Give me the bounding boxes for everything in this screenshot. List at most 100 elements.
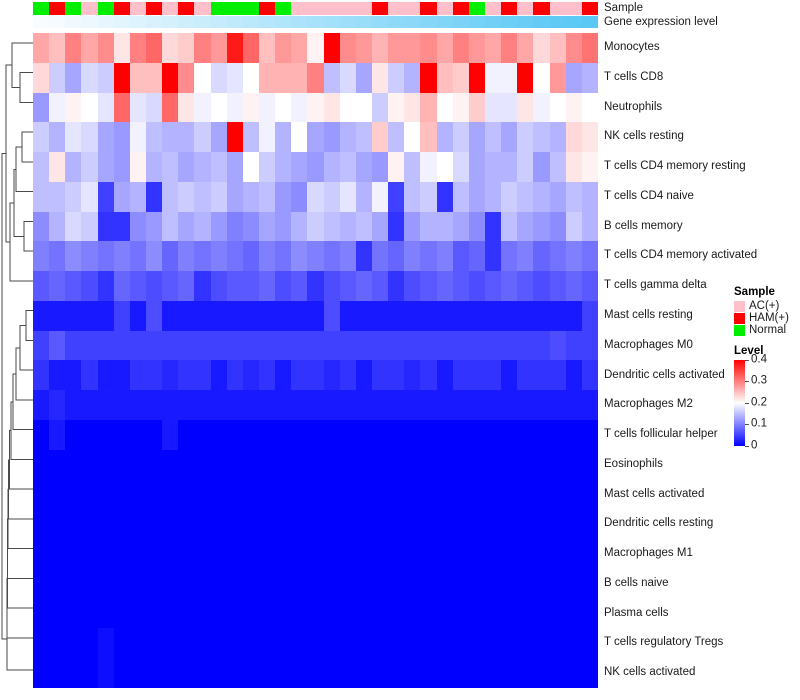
heatmap-cell [452,92,469,123]
heatmap-cell [533,181,550,212]
heatmap-cell [291,479,308,510]
sample-annotation-cell [371,2,389,15]
heatmap-cell [388,419,405,450]
heatmap-cell [275,271,292,301]
gene-expression-annotation-cell [113,16,130,28]
heatmap-cell [517,419,534,450]
heatmap-cell [162,449,179,480]
heatmap-cell [533,62,550,93]
row-label: T cells gamma delta [604,279,707,292]
heatmap-cell [242,211,259,242]
gene-expression-annotation-cell [339,16,356,28]
heatmap-cell [129,628,146,659]
heatmap-cell [81,300,98,331]
gene-expression-annotation-cell [291,16,308,28]
heatmap-cell [533,360,550,391]
heatmap-cell [323,92,340,123]
heatmap-cell [242,509,259,540]
heatmap-cell [65,152,82,182]
heatmap-cell [533,211,550,242]
heatmap-cell [581,509,598,540]
heatmap-cell [49,419,66,450]
heatmap-cell [339,152,356,182]
heatmap-cell [194,449,211,480]
heatmap-cell [307,419,324,450]
heatmap-cell [484,360,502,391]
heatmap-cell [33,62,50,93]
heatmap-cell [517,33,534,63]
heatmap-cell [549,271,566,301]
heatmap-cell [258,658,276,688]
heatmap-cell [65,449,82,480]
heatmap-cell [484,658,502,688]
heatmap-cell [323,598,340,629]
heatmap-row [33,211,598,242]
heatmap-cell [323,330,340,361]
heatmap-cell [242,271,259,301]
heatmap-cell [452,628,469,659]
heatmap-cell [226,449,243,480]
heatmap-cell [97,241,114,272]
heatmap-cell [533,152,550,182]
heatmap-cell [81,62,98,93]
heatmap-cell [275,330,292,361]
heatmap-cell [210,598,227,629]
heatmap-cell [210,271,227,301]
heatmap-cell [436,390,453,420]
gene-expression-annotation-cell [145,16,163,28]
heatmap-cell [339,62,356,93]
row-label: Plasma cells [604,606,669,619]
heatmap-cell [258,449,276,480]
heatmap-cell [436,152,453,182]
heatmap-cell [388,449,405,480]
heatmap-cell [33,92,50,123]
heatmap-cell [452,181,469,212]
heatmap-cell [242,152,259,182]
row-label: Dendritic cells activated [604,368,725,381]
heatmap-cell [549,33,566,63]
heatmap-row [33,92,598,123]
heatmap-cell [404,330,421,361]
heatmap-cell [404,539,421,569]
heatmap-cell [210,479,227,510]
heatmap-cell [436,300,453,331]
heatmap-cell [307,449,324,480]
heatmap-cell [339,211,356,242]
heatmap-cell [517,300,534,331]
heatmap-cell [501,122,518,153]
heatmap-cell [388,658,405,688]
heatmap-cell [484,181,502,212]
gene-expression-annotation-cell [549,16,566,28]
row-label: Macrophages M1 [604,547,693,560]
heatmap-cell [113,62,130,93]
sample-annotation-cell [194,2,211,15]
heatmap-cell [404,479,421,510]
heatmap-cell [226,539,243,569]
heatmap-cell [533,628,550,659]
row-label: Eosinophils [604,457,663,470]
heatmap-cell [97,122,114,153]
heatmap-cell [581,211,598,242]
heatmap-cell [355,568,372,599]
heatmap-cell [388,152,405,182]
heatmap-cell [307,62,324,93]
sample-legend: Sample AC(+) HAM(+) Normal [734,285,800,336]
heatmap-cell [242,92,259,123]
heatmap-cell [323,419,340,450]
heatmap-cell [355,300,372,331]
heatmap-cell [549,658,566,688]
heatmap-cell [436,509,453,540]
heatmap-cell [388,33,405,63]
heatmap-cell [178,509,195,540]
heatmap-cell [242,330,259,361]
heatmap-cell [339,568,356,599]
gene-expression-annotation-cell [307,16,324,28]
heatmap-cell [113,271,130,301]
heatmap-cell [501,271,518,301]
heatmap-cell [275,539,292,569]
sample-legend-swatch [734,312,745,324]
gene-expression-annotation-cell [242,16,259,28]
heatmap-row [33,122,598,153]
level-legend-tick-label: 0.4 [751,353,767,365]
heatmap-cell [291,568,308,599]
